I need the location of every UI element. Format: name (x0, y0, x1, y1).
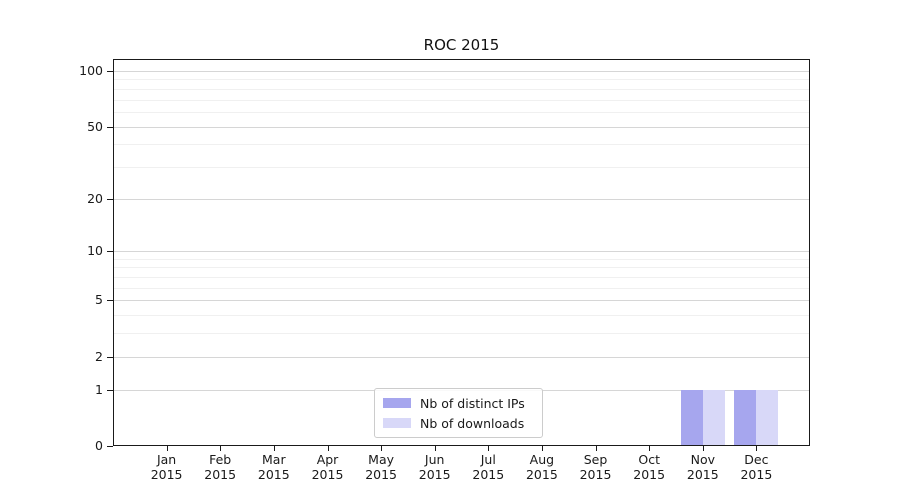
x-tick-month: Nov (690, 452, 715, 467)
x-tick-label: Dec 2015 (724, 452, 788, 482)
x-tick-label: Jul 2015 (456, 452, 520, 482)
x-tick-year: 2015 (257, 467, 290, 482)
plot-area (113, 59, 810, 446)
x-tick-month: Jan (156, 452, 177, 467)
x-tick-year: 2015 (311, 467, 344, 482)
x-tick-mark (273, 446, 275, 451)
x-tick-label: Sep 2015 (564, 452, 628, 482)
y-tick-label: 0 (95, 438, 103, 453)
x-tick-year: 2015 (418, 467, 451, 482)
x-tick-mark (756, 446, 758, 451)
x-tick-label: Jun 2015 (403, 452, 467, 482)
x-tick-label: Mar 2015 (242, 452, 306, 482)
legend-swatch-downloads (383, 418, 411, 428)
x-tick-label: Aug 2015 (510, 452, 574, 482)
x-tick-mark (381, 446, 383, 451)
y-tick-label: 50 (87, 118, 103, 134)
y-tick-label: 10 (87, 243, 103, 259)
x-tick-year: 2015 (150, 467, 183, 482)
x-tick-mark (166, 446, 168, 451)
x-tick-month: Jul (480, 452, 496, 467)
x-tick-year: 2015 (525, 467, 558, 482)
x-tick-month: Oct (638, 452, 660, 467)
x-tick-mark (595, 446, 597, 451)
y-tick-label: 100 (79, 63, 103, 78)
x-tick-year: 2015 (365, 467, 397, 482)
x-tick-label: May 2015 (349, 452, 413, 482)
y-tick-mark (107, 446, 113, 447)
x-tick-month: Feb (209, 452, 232, 467)
x-tick-month: Jun (424, 452, 445, 467)
x-tick-label: Apr 2015 (296, 452, 360, 482)
x-tick-label: Oct 2015 (617, 452, 681, 482)
x-tick-mark (327, 446, 329, 451)
x-tick-label: Jan 2015 (135, 452, 199, 482)
x-tick-month: Aug (529, 452, 555, 467)
x-tick-year: 2015 (686, 467, 719, 482)
y-tick-label: 5 (95, 292, 103, 308)
x-tick-year: 2015 (633, 467, 666, 482)
x-tick-month: May (368, 452, 395, 467)
x-tick-year: 2015 (472, 467, 505, 482)
x-tick-mark (702, 446, 704, 451)
legend-label-distinct-ips: Nb of distinct IPs (420, 395, 525, 411)
x-tick-mark (541, 446, 543, 451)
y-tick-label: 20 (87, 190, 103, 206)
x-tick-label: Feb 2015 (188, 452, 252, 482)
x-tick-month: Dec (744, 452, 769, 467)
x-tick-month: Sep (583, 452, 608, 467)
x-tick-mark (220, 446, 222, 451)
x-tick-month: Apr (316, 452, 339, 467)
y-tick-label: 2 (95, 348, 103, 364)
legend-item-downloads: Nb of downloads (383, 416, 542, 431)
y-tick-label: 1 (95, 381, 103, 397)
legend-label-downloads: Nb of downloads (420, 415, 525, 431)
x-tick-mark (649, 446, 651, 451)
x-tick-year: 2015 (204, 467, 237, 482)
x-tick-mark (434, 446, 436, 451)
x-tick-year: 2015 (740, 467, 773, 482)
x-tick-year: 2015 (579, 467, 612, 482)
x-tick-mark (488, 446, 490, 451)
x-tick-label: Nov 2015 (671, 452, 735, 482)
x-tick-month: Mar (262, 452, 286, 467)
legend-item-distinct-ips: Nb of distinct IPs (383, 396, 542, 411)
chart-title: ROC 2015 (423, 36, 500, 54)
legend-swatch-distinct-ips (383, 398, 411, 408)
legend: Nb of distinct IPs Nb of downloads (374, 388, 543, 438)
